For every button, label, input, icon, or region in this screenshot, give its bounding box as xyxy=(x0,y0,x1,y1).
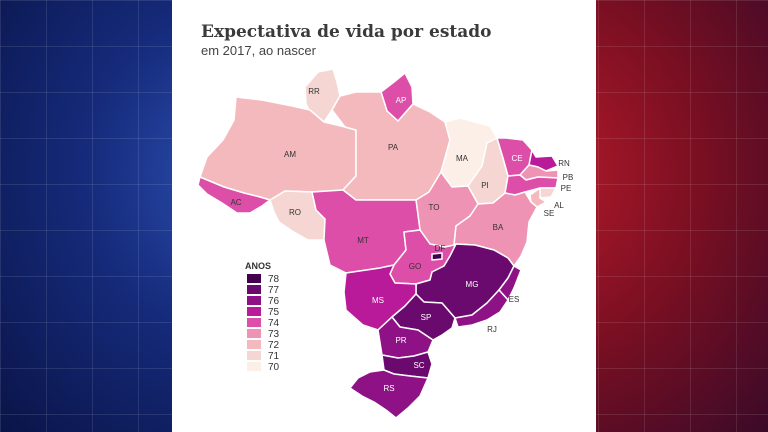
label-AP: AP xyxy=(396,96,407,105)
label-TO: TO xyxy=(429,203,440,212)
legend-swatch-78 xyxy=(247,274,261,283)
state-RS xyxy=(349,369,429,419)
label-MS: MS xyxy=(372,296,384,305)
label-RN: RN xyxy=(558,159,570,168)
legend-label-71: 71 xyxy=(268,351,280,362)
legend-label-72: 72 xyxy=(268,340,280,351)
label-PB: PB xyxy=(563,173,574,182)
label-MA: MA xyxy=(456,154,469,163)
label-SC: SC xyxy=(413,361,424,370)
label-DF: DF xyxy=(435,244,446,253)
legend-swatch-70 xyxy=(247,362,261,371)
label-BA: BA xyxy=(493,223,504,232)
legend-label-74: 74 xyxy=(268,318,280,329)
label-CE: CE xyxy=(511,154,522,163)
legend-swatch-77 xyxy=(247,285,261,294)
legend-label-75: 75 xyxy=(268,307,280,318)
label-AC: AC xyxy=(230,198,241,207)
legend-label-77: 77 xyxy=(268,285,280,296)
label-RJ: RJ xyxy=(487,325,497,334)
state-AC xyxy=(197,176,271,214)
state-labels: RR AP AM PA MA PI CE RN PB PE AL SE AC R… xyxy=(230,87,573,393)
legend-label-76: 76 xyxy=(268,296,280,307)
label-RR: RR xyxy=(308,87,320,96)
legend-label-70: 70 xyxy=(268,362,280,373)
label-GO: GO xyxy=(409,262,421,271)
legend-swatch-73 xyxy=(247,329,261,338)
label-PA: PA xyxy=(388,143,399,152)
label-RO: RO xyxy=(289,208,301,217)
label-MT: MT xyxy=(357,236,369,245)
state-RJ xyxy=(454,289,509,328)
state-AM xyxy=(199,96,357,201)
label-AM: AM xyxy=(284,150,296,159)
legend-title: ANOS xyxy=(245,261,271,271)
legend-label-78: 78 xyxy=(268,274,280,285)
state-DF xyxy=(431,252,443,261)
legend: ANOS 78 77 76 75 74 73 72 71 70 xyxy=(245,261,280,373)
legend-swatch-72 xyxy=(247,340,261,349)
legend-label-73: 73 xyxy=(268,329,280,340)
label-SE: SE xyxy=(544,209,555,218)
label-MG: MG xyxy=(466,280,479,289)
label-RS: RS xyxy=(383,384,394,393)
label-PR: PR xyxy=(395,336,406,345)
legend-swatch-71 xyxy=(247,351,261,360)
label-PE: PE xyxy=(561,184,572,193)
label-AL: AL xyxy=(554,201,564,210)
label-PI: PI xyxy=(481,181,489,190)
legend-swatch-74 xyxy=(247,318,261,327)
map-title: Expectativa de vida por estado xyxy=(201,22,492,42)
map-subtitle: em 2017, ao nascer xyxy=(201,43,316,58)
state-AL xyxy=(539,187,557,199)
legend-swatch-75 xyxy=(247,307,261,316)
legend-swatch-76 xyxy=(247,296,261,305)
label-SP: SP xyxy=(421,313,432,322)
label-ES: ES xyxy=(509,295,520,304)
